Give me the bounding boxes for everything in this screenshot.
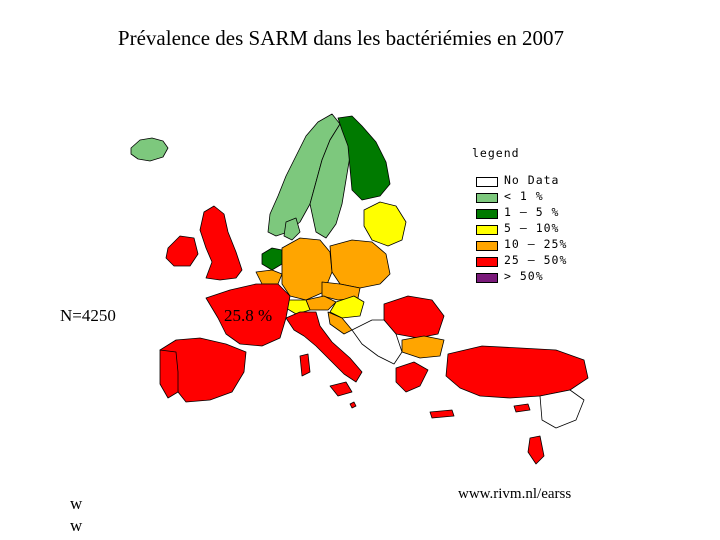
legend-title: legend <box>472 146 520 160</box>
country-greece[interactable] <box>395 361 429 393</box>
island-sicily[interactable] <box>329 381 353 397</box>
country-belgium[interactable] <box>255 269 283 285</box>
legend-swatch <box>476 241 498 251</box>
country-uk[interactable] <box>199 205 243 281</box>
legend-label: < 1 % <box>504 189 544 203</box>
country-italy[interactable] <box>285 311 363 383</box>
country-poland[interactable] <box>329 239 391 289</box>
country-denmark[interactable] <box>283 217 301 241</box>
legend-label: 10 – 25% <box>504 237 568 251</box>
country-slovenia[interactable] <box>327 311 353 335</box>
footer-letter: w <box>70 494 83 513</box>
country-france[interactable] <box>205 283 291 347</box>
country-hungary[interactable] <box>329 295 365 319</box>
country-baltics[interactable] <box>363 201 407 247</box>
legend-label: 1 – 5 % <box>504 205 560 219</box>
france-percentage-label: 25.8 % <box>224 306 273 325</box>
country-iceland[interactable] <box>130 137 169 162</box>
legend-label: > 50% <box>504 269 544 283</box>
legend-label: No Data <box>504 173 560 187</box>
legend-swatch <box>476 193 498 203</box>
country-israel[interactable] <box>527 435 545 465</box>
legend-swatch <box>476 177 498 187</box>
country-cyprus[interactable] <box>513 403 531 413</box>
country-netherlands[interactable] <box>261 247 283 271</box>
region-middle-east <box>539 389 585 429</box>
country-malta[interactable] <box>349 401 357 409</box>
country-turkey[interactable] <box>445 345 589 399</box>
legend-swatch <box>476 225 498 235</box>
map-title: Prévalence des SARM dans les bactériémie… <box>117 26 565 50</box>
legend-swatch <box>476 273 498 283</box>
legend-label: 25 – 50% <box>504 253 568 267</box>
country-ireland[interactable] <box>165 235 199 267</box>
country-bulgaria[interactable] <box>401 335 445 359</box>
island-sardinia[interactable] <box>299 353 311 377</box>
footer-letter: w <box>70 516 83 535</box>
country-portugal[interactable] <box>159 349 179 399</box>
legend-label: 5 – 10% <box>504 221 560 235</box>
country-finland[interactable] <box>337 115 391 201</box>
region-balkans <box>351 319 403 365</box>
island-crete[interactable] <box>429 409 455 419</box>
legend-swatch <box>476 257 498 267</box>
source-url[interactable]: www.rivm.nl/earss <box>458 486 572 502</box>
legend-swatch <box>476 209 498 219</box>
sample-size-label: N=4250 <box>60 306 116 325</box>
